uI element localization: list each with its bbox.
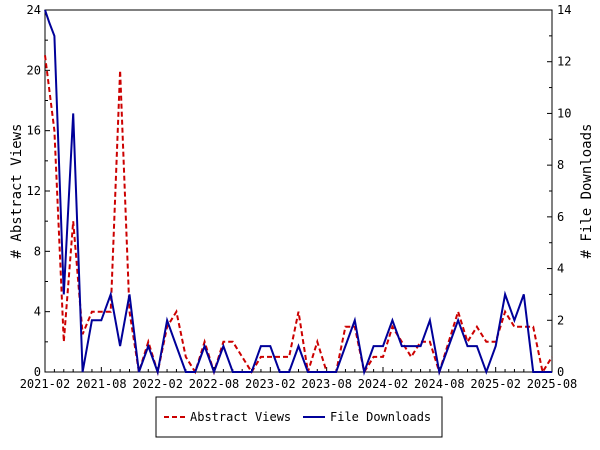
y-axis-left-title: # Abstract Views: [9, 124, 25, 259]
y-left-tick-label: 24: [27, 3, 41, 17]
y-right-tick-label: 12: [557, 55, 571, 69]
series-abstract-views-line: [44, 55, 553, 376]
y-right-tick-label: 2: [557, 313, 564, 327]
y-axis-left: 0 4 8 12 16 20 24: [27, 3, 50, 379]
y-left-tick-label: 12: [27, 184, 41, 198]
y-left-tick-label: 8: [34, 244, 41, 258]
x-tick-label: 2023-02: [245, 377, 296, 391]
y-right-tick-label: 8: [557, 158, 564, 172]
y-axis-right: 0 2 4 6 8 10 12 14: [547, 3, 571, 379]
legend: Abstract Views File Downloads: [155, 396, 443, 438]
x-tick-label: 2022-08: [189, 377, 240, 391]
legend-label-abstract-views: Abstract Views: [190, 410, 291, 424]
x-tick-label: 2025-08: [527, 377, 578, 391]
x-tick-label: 2021-08: [76, 377, 127, 391]
x-tick-label: 2021-02: [20, 377, 71, 391]
x-tick-label: 2024-02: [358, 377, 409, 391]
y-right-tick-label: 10: [557, 106, 571, 120]
x-tick-label: 2022-02: [132, 377, 183, 391]
y-left-tick-label: 20: [27, 63, 41, 77]
y-right-tick-label: 4: [557, 262, 564, 276]
y-left-tick-label: 0: [34, 365, 41, 379]
legend-label-file-downloads: File Downloads: [330, 410, 431, 424]
y-right-tick-label: 6: [557, 210, 564, 224]
x-tick-label: 2025-02: [470, 377, 521, 391]
x-tick-label: 2024-08: [414, 377, 465, 391]
series-layer: [44, 9, 553, 376]
y-axis-right-title: # File Downloads: [579, 124, 595, 259]
y-right-tick-label: 14: [557, 3, 571, 17]
legend-box: [155, 396, 443, 438]
x-axis: 2021-02 2021-08 2022-02 2022-08 2023-02 2023-…: [20, 367, 578, 391]
series-file-downloads-line: [44, 9, 552, 376]
x-tick-label: 2023-08: [301, 377, 352, 391]
y-right-tick-label: 0: [557, 365, 564, 379]
y-left-tick-label: 16: [27, 124, 41, 138]
y-left-tick-label: 4: [34, 305, 41, 319]
